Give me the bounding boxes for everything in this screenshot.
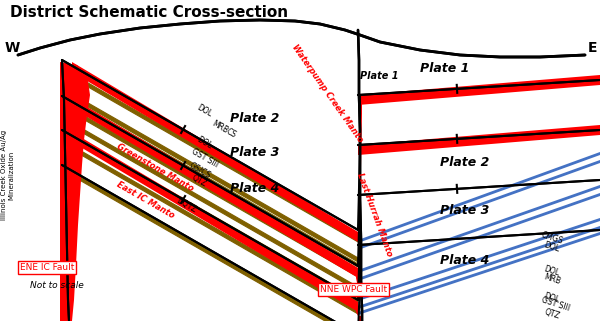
Polygon shape: [358, 95, 362, 242]
Polygon shape: [62, 103, 358, 277]
Text: DOL: DOL: [543, 264, 561, 278]
Text: QTZ: QTZ: [190, 173, 208, 189]
Polygon shape: [356, 145, 361, 288]
Text: Plate 4: Plate 4: [440, 254, 490, 266]
Polygon shape: [60, 62, 90, 321]
Text: Illinois Creek Oxide Au/Ag
Mineralization: Illinois Creek Oxide Au/Ag Mineralizatio…: [1, 130, 14, 220]
Polygon shape: [62, 129, 358, 303]
Text: E: E: [588, 41, 598, 55]
Polygon shape: [358, 193, 600, 281]
Polygon shape: [358, 152, 600, 243]
Text: Waterpump Creek Manto: Waterpump Creek Manto: [290, 42, 365, 144]
Polygon shape: [72, 132, 358, 312]
Polygon shape: [62, 94, 358, 267]
Text: Plate 3: Plate 3: [440, 204, 490, 216]
Text: NNE WPC Fault: NNE WPC Fault: [320, 285, 387, 294]
Text: MRB: MRB: [543, 272, 562, 286]
Polygon shape: [358, 226, 600, 309]
Text: Last Hurrah Manto: Last Hurrah Manto: [355, 172, 394, 258]
Polygon shape: [358, 232, 600, 315]
Text: GS/CS: GS/CS: [188, 160, 212, 180]
Polygon shape: [356, 302, 362, 321]
Text: CS: CS: [225, 126, 238, 139]
Text: DOL: DOL: [543, 291, 561, 305]
Text: W: W: [5, 41, 20, 55]
Polygon shape: [358, 160, 600, 250]
Text: Plate 3: Plate 3: [230, 145, 280, 159]
Text: Not to scale: Not to scale: [30, 281, 84, 290]
Text: CMGS: CMGS: [540, 230, 564, 246]
Polygon shape: [62, 117, 358, 291]
Polygon shape: [62, 165, 358, 321]
Text: Plate 2: Plate 2: [230, 111, 280, 125]
Text: DQTZ: DQTZ: [175, 196, 198, 214]
Text: Plate 2: Plate 2: [440, 155, 490, 169]
Text: Greenstone Manto: Greenstone Manto: [115, 142, 195, 194]
Polygon shape: [62, 140, 358, 314]
Text: QTZ: QTZ: [543, 307, 561, 321]
Text: ENE IC Fault: ENE IC Fault: [20, 263, 74, 272]
Polygon shape: [358, 218, 600, 301]
Polygon shape: [358, 125, 600, 155]
Text: DOL: DOL: [195, 135, 214, 151]
Text: Plate 1: Plate 1: [360, 71, 398, 81]
Text: GST SIll: GST SIll: [190, 147, 220, 169]
Polygon shape: [358, 75, 600, 105]
Text: GST SIll: GST SIll: [540, 295, 571, 313]
Text: DOL: DOL: [543, 240, 561, 254]
Text: District Schematic Cross-section: District Schematic Cross-section: [10, 5, 288, 20]
Polygon shape: [62, 68, 358, 242]
Text: DOL: DOL: [195, 103, 214, 119]
Text: East IC Manto: East IC Manto: [115, 180, 176, 220]
Polygon shape: [358, 185, 600, 273]
Text: MRB: MRB: [210, 119, 229, 135]
Polygon shape: [72, 62, 358, 242]
Text: Plate 4: Plate 4: [230, 181, 280, 195]
Polygon shape: [62, 88, 358, 262]
Text: Plate 1: Plate 1: [420, 62, 469, 74]
Polygon shape: [72, 98, 358, 278]
